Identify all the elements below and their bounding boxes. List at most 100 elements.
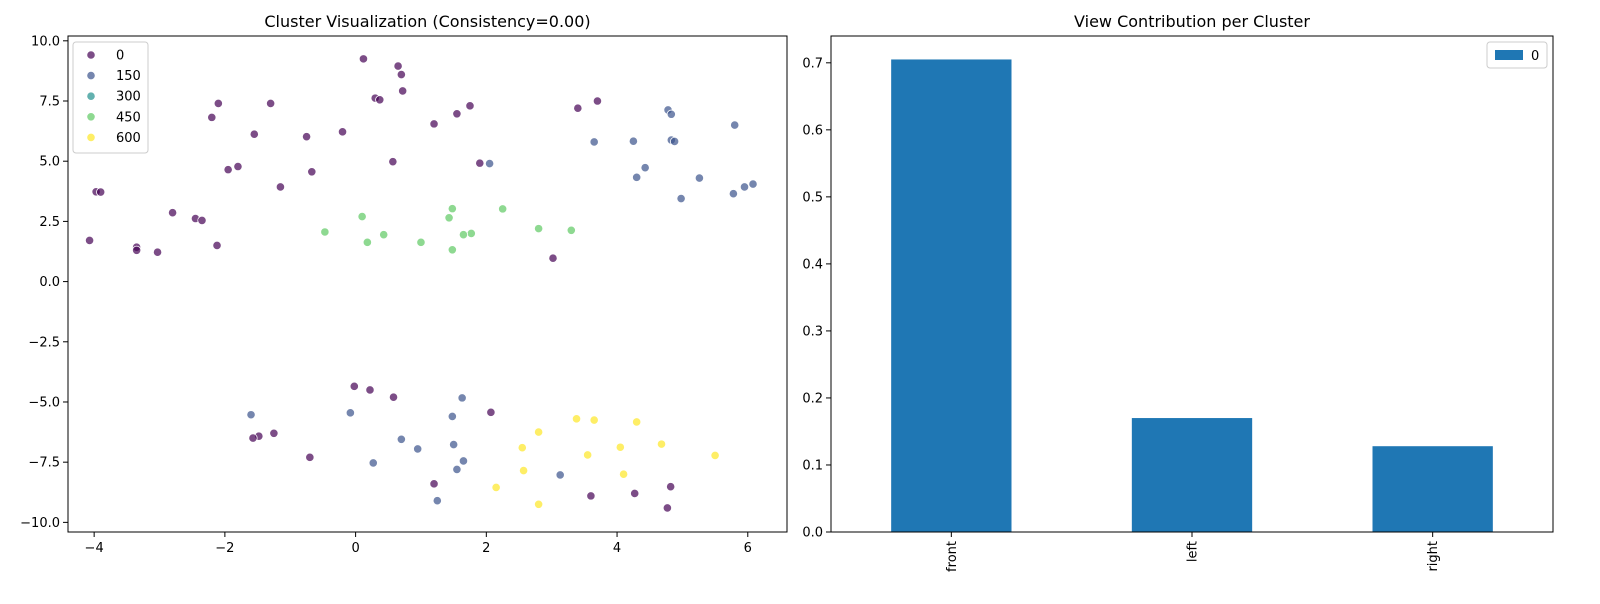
scatter-point [388,392,399,402]
scatter-point [748,179,758,189]
scatter-point [96,187,106,197]
scatter-point [223,165,233,175]
scatter-point [694,173,705,183]
scatter-point [666,109,676,119]
scatter-point [248,433,258,443]
scatter-point [628,136,638,146]
scatter-point [393,61,403,71]
scatter-point [669,136,680,147]
scatter-plot-frame [67,35,788,533]
scatter-point [266,98,276,109]
scatter-y-tick-label: −5.0 [28,395,60,410]
scatter-point [666,482,676,492]
scatter-point [246,410,256,420]
scatter-point [447,245,457,255]
bar-front [891,59,1012,532]
scatter-x-tick-label: 2 [482,541,490,556]
scatter-legend-marker [86,132,96,142]
scatter-point [589,137,599,147]
scatter-y-tick-label: −7.5 [28,456,60,471]
scatter-y-tick-label: −2.5 [28,335,60,350]
scatter-point [132,245,142,255]
scatter-point [379,230,389,240]
bar-panel: View Contribution per Cluster front left r… [802,12,1554,572]
bar-legend-swatch [1495,50,1523,60]
scatter-y-axis: 10.0 7.5 5.0 2.5 0.0 −2.5 −5.0 −7.5 −10.0 [20,34,68,531]
scatter-point [618,469,629,479]
scatter-point [269,428,279,438]
scatter-point [630,488,640,499]
scatter-point [656,439,667,449]
scatter-point [498,204,508,214]
scatter-y-tick-label: −10.0 [20,516,60,531]
scatter-point [362,237,372,247]
scatter-point [534,224,544,234]
bar-legend: 0 [1486,41,1548,69]
scatter-point [466,228,476,239]
scatter-point [662,503,672,513]
scatter-point [396,434,406,444]
scatter-point [305,452,315,462]
scatter-point [589,415,599,425]
scatter-point [429,119,439,129]
scatter-point [730,120,740,130]
scatter-point [676,193,686,204]
scatter-point [357,211,367,222]
scatter-point [449,439,459,450]
scatter-point [249,129,259,139]
scatter-x-tick-label: −4 [85,541,104,556]
bar-x-tick-label: left [1186,541,1201,562]
scatter-point [275,182,286,192]
scatter-points [84,54,758,513]
scatter-point [548,253,558,263]
scatter-title: Cluster Visualization (Consistency=0.00) [264,12,590,31]
bar-y-axis: 0.0 0.1 0.2 0.3 0.4 0.5 0.6 0.7 [802,56,831,541]
bar-bars [891,59,1493,532]
scatter-point [447,204,457,214]
bar-legend-label: 0 [1531,49,1539,64]
scatter-point [534,499,544,509]
bar-x-tick-label: right [1426,541,1441,572]
scatter-x-tick-label: 4 [613,541,621,556]
scatter-point [583,450,593,460]
scatter-point [429,479,439,489]
scatter-legend-marker [86,50,96,60]
scatter-point [337,127,348,137]
bar-left [1131,418,1253,532]
scatter-point [349,381,359,391]
scatter-point [592,96,603,106]
scatter-point [458,230,469,240]
bar-y-tick-label: 0.2 [802,391,823,406]
scatter-point [413,444,423,454]
scatter-x-axis: −4 −2 0 2 4 6 [85,532,752,556]
scatter-point [233,161,243,172]
scatter-point [398,86,408,96]
bar-title: View Contribution per Cluster [1074,12,1310,31]
scatter-point [586,491,596,501]
scatter-point [632,172,642,182]
scatter-point [368,458,378,468]
bar-y-tick-label: 0.5 [802,190,823,205]
scatter-point [486,407,496,417]
scatter-point [518,466,529,476]
scatter-point [573,103,583,113]
scatter-point [458,456,469,466]
scatter-point [207,112,217,122]
bar-x-axis: front left right [945,532,1441,572]
scatter-y-tick-label: 10.0 [31,34,60,49]
scatter-legend-marker [86,112,96,122]
scatter-x-tick-label: 6 [744,541,752,556]
bar-y-tick-label: 0.6 [802,123,823,138]
scatter-x-tick-label: −2 [215,541,234,556]
scatter-point [388,157,398,167]
bar-y-tick-label: 0.3 [802,324,823,339]
scatter-panel: Cluster Visualization (Consistency=0.00)… [20,12,788,556]
scatter-point [710,450,720,461]
scatter-point [358,54,369,64]
bar-x-tick-label: front [945,541,960,572]
scatter-point [457,393,467,403]
scatter-point [84,235,95,246]
scatter-point [739,182,750,192]
scatter-point [517,443,527,453]
